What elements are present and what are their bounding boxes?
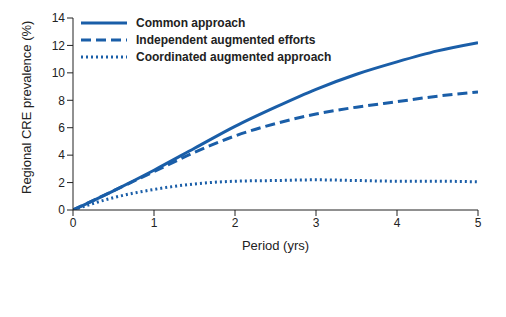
svg-text:1: 1	[151, 216, 158, 230]
svg-text:Regional CRE prevalence (%): Regional CRE prevalence (%)	[19, 21, 34, 194]
svg-text:2: 2	[58, 176, 65, 190]
html-text:Coordinated augmented approach: Coordinated augmented approach	[136, 49, 332, 64]
svg-text:6: 6	[58, 121, 65, 135]
svg-text:3: 3	[313, 216, 320, 230]
svg-text:Period (yrs): Period (yrs)	[242, 238, 309, 253]
svg-text:0: 0	[58, 203, 65, 217]
svg-text:5: 5	[475, 216, 482, 230]
svg-text:10: 10	[52, 66, 66, 80]
svg-text:0: 0	[70, 216, 77, 230]
svg-text:14: 14	[52, 11, 66, 25]
html-text:Common approach: Common approach	[136, 15, 246, 30]
svg-text:4: 4	[58, 148, 65, 162]
svg-text:8: 8	[58, 94, 65, 108]
html-text:Independent augmented efforts: Independent augmented efforts	[136, 32, 316, 47]
svg-text:2: 2	[232, 216, 239, 230]
svg-text:12: 12	[52, 39, 66, 53]
svg-text:4: 4	[394, 216, 401, 230]
